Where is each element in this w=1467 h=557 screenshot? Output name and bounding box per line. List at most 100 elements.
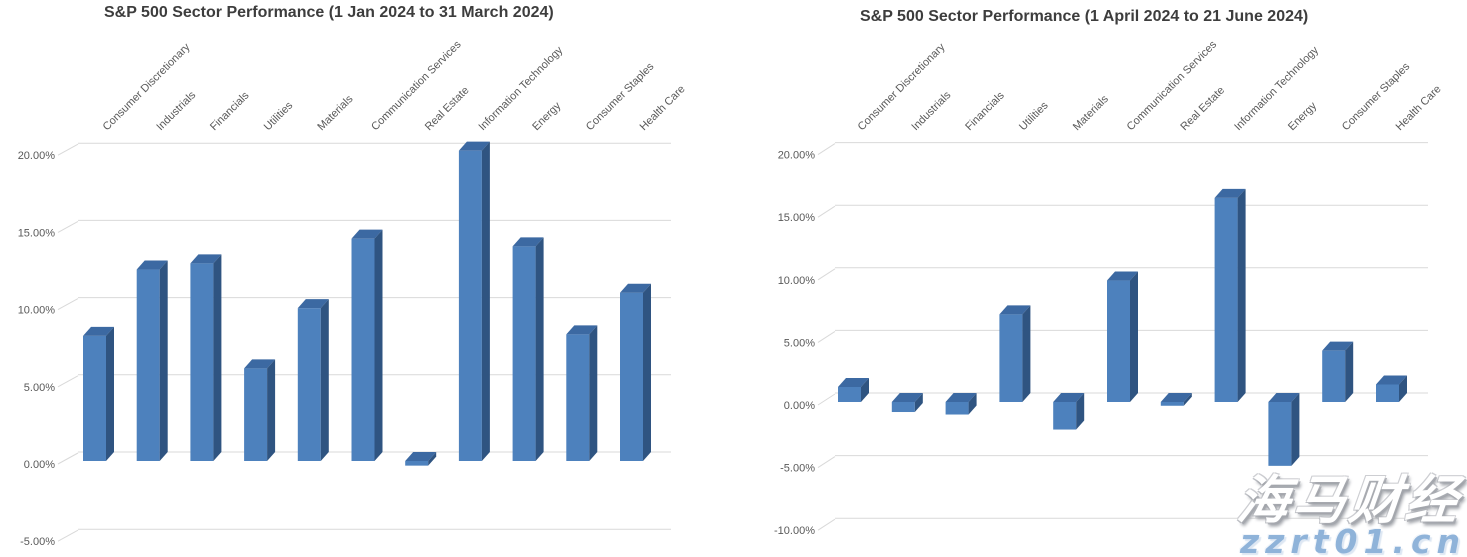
bar-side-energy [535, 237, 544, 461]
chart-q1-2024: S&P 500 Sector Performance (1 Jan 2024 t… [0, 0, 733, 557]
bar-top-consumer-staples [566, 325, 598, 335]
category-label: Real Estate [1178, 84, 1227, 133]
bar-side-utilities [1022, 305, 1031, 402]
bar-front-materials [297, 308, 321, 461]
bar-side-financials [213, 254, 222, 461]
category-label: Industrials [909, 89, 953, 133]
gridline-connector [817, 205, 836, 218]
category-label: Financials [963, 89, 1007, 133]
bar-side-utilities [267, 359, 276, 461]
bar-top-communication-services [351, 229, 383, 239]
bar-front-information-technology [1214, 197, 1238, 402]
category-label: Communication Services [1125, 38, 1220, 133]
bar-front-consumer-discretionary [83, 335, 106, 461]
bar-side-communication-services [1130, 271, 1138, 402]
bar-front-communication-services [1107, 280, 1130, 402]
category-label: Communication Services [369, 38, 464, 133]
bar-front-financials [945, 402, 969, 415]
gridline-connector [817, 456, 836, 469]
bar-front-real-estate [1160, 402, 1184, 406]
bar-side-real-estate [428, 452, 437, 466]
bar-side-financials [968, 393, 977, 415]
y-tick-label: -5.00% [20, 536, 55, 548]
bar-top-information-technology [1214, 188, 1246, 198]
bar-top-real-estate [405, 452, 437, 461]
bar-side-consumer-discretionary [106, 326, 114, 461]
watermark-url-text: zzrt01.cn [1240, 522, 1466, 557]
bar-top-materials [1053, 393, 1085, 402]
bar-side-consumer-staples [589, 325, 598, 461]
gridline-connector [57, 375, 79, 388]
bar-front-utilities [999, 314, 1023, 402]
gridline-connector [817, 268, 836, 281]
bar-top-consumer-discretionary [838, 377, 869, 387]
gridline-connector [57, 298, 79, 311]
y-tick-label: 0.00% [784, 400, 815, 412]
bar-top-communication-services [1107, 271, 1138, 281]
bar-side-materials [1076, 393, 1085, 430]
bar-front-energy [512, 246, 536, 461]
bar-side-materials [320, 299, 329, 461]
bar-side-consumer-discretionary [861, 377, 869, 402]
category-label: Consumer Discretionary [856, 41, 948, 133]
category-label: Health Care [1394, 83, 1444, 133]
y-tick-label: 10.00% [778, 275, 816, 287]
bar-side-real-estate [1183, 393, 1192, 406]
category-label: Financials [208, 89, 252, 133]
category-label: Utilities [1017, 99, 1051, 133]
category-label: Energy [1286, 100, 1319, 133]
bar-chart-q1-plot: 20.00% 15.00% 10.00% 5.00% 0.00% -5.00% Consum… [18, 38, 688, 548]
bar-side-industrials [159, 260, 168, 461]
bar-top-materials [297, 299, 329, 309]
gridline-connector [817, 330, 836, 343]
gridline-connector [817, 393, 836, 406]
bar-front-materials [1053, 402, 1077, 430]
bar-top-information-technology [458, 141, 490, 151]
chart-title-q2: S&P 500 Sector Performance (1 April 2024… [860, 8, 1309, 25]
bar-top-industrials [136, 260, 168, 270]
y-tick-label: -5.00% [780, 463, 815, 475]
category-label: Information Technology [477, 44, 566, 133]
bar-front-energy [1268, 402, 1292, 466]
y-tick-label: 20.00% [18, 150, 56, 162]
category-label: Consumer Discretionary [101, 41, 193, 133]
gridline-connector [817, 518, 836, 531]
bar-front-information-technology [458, 150, 482, 461]
bar-top-financials [945, 393, 977, 402]
category-label: Materials [315, 93, 355, 133]
category-label: Information Technology [1232, 44, 1321, 133]
bar-top-health-care [1376, 375, 1407, 385]
bar-side-consumer-staples [1345, 341, 1354, 402]
bar-side-energy [1291, 393, 1300, 466]
y-tick-label: 0.00% [24, 459, 55, 471]
category-label: Real Estate [423, 84, 472, 133]
bar-front-health-care [620, 292, 643, 461]
chart-title-q1: S&P 500 Sector Performance (1 Jan 2024 t… [104, 4, 554, 21]
gridline-connector [57, 529, 79, 542]
bar-front-health-care [1376, 384, 1399, 402]
bar-top-health-care [620, 283, 651, 293]
bar-side-communication-services [374, 229, 383, 461]
bar-chart-q2-plot: 20.00% 15.00% 10.00% 5.00% 0.00% -5.00% -10.00… [774, 38, 1444, 537]
bar-front-real-estate [405, 461, 429, 466]
bar-front-communication-services [351, 238, 375, 461]
chart-q2-2024: S&P 500 Sector Performance (1 April 2024… [733, 0, 1466, 557]
bar-side-health-care [1399, 375, 1407, 402]
bar-front-consumer-staples [566, 334, 590, 461]
gridline-connector [57, 452, 79, 465]
bar-top-industrials [891, 393, 923, 402]
bar-side-industrials [914, 393, 923, 413]
bar-side-health-care [643, 283, 651, 461]
category-label: Health Care [638, 83, 688, 133]
bar-side-information-technology [481, 141, 490, 461]
bar-front-consumer-staples [1322, 350, 1346, 402]
bar-top-consumer-discretionary [83, 326, 114, 336]
bar-front-consumer-discretionary [838, 386, 861, 402]
category-label: Materials [1071, 93, 1111, 133]
bar-front-industrials [136, 269, 160, 461]
category-label: Industrials [154, 89, 198, 133]
gridline-connector [57, 143, 79, 156]
bar-top-utilities [244, 359, 276, 369]
bar-top-real-estate [1160, 393, 1192, 402]
